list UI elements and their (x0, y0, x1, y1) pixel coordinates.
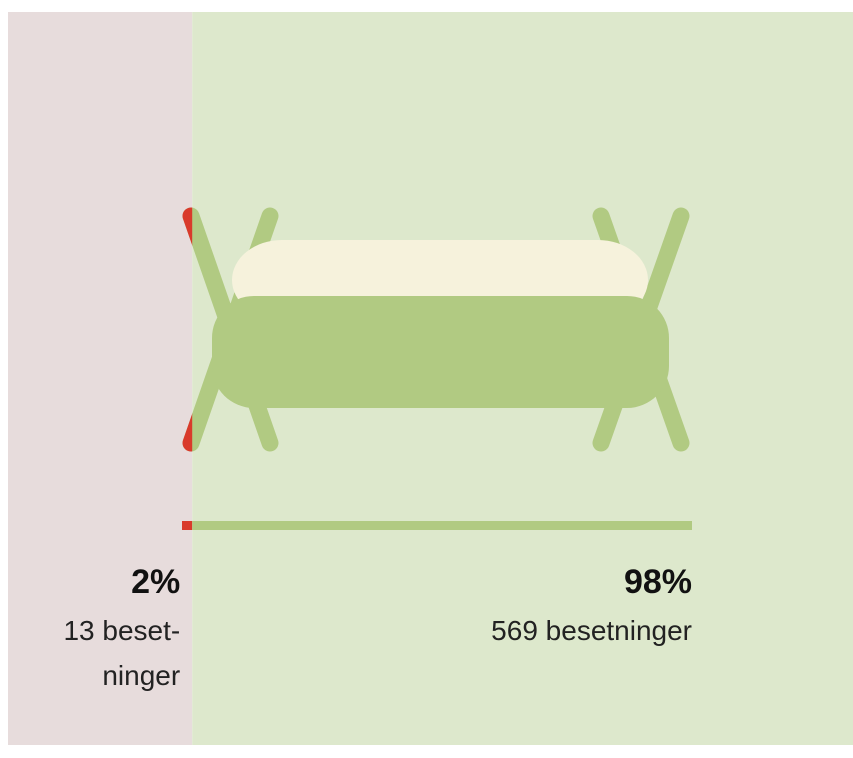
percent-label: 2% (131, 563, 181, 601)
count-label: 569 besetninger (491, 615, 692, 646)
bar-segment (192, 521, 692, 530)
bed-icon (182, 207, 690, 452)
count-label: 13 beset­ninger (63, 615, 181, 691)
percent-label: 98% (623, 563, 692, 601)
bar-segment (182, 521, 193, 530)
background-left (8, 12, 193, 745)
